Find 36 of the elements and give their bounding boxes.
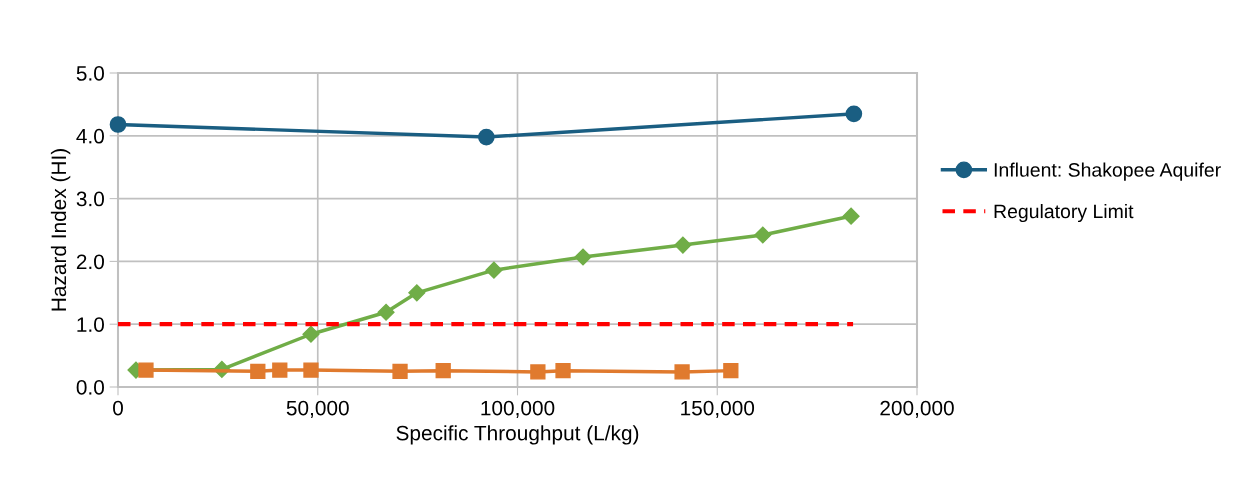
point <box>138 362 154 378</box>
x-axis-title: Specific Throughput (L/kg) <box>396 425 639 445</box>
point <box>574 248 592 266</box>
point <box>555 363 571 379</box>
y-tick-label: 3.0 <box>76 191 104 207</box>
legend-label: Influent: Shakopee Aquifer <box>994 162 1221 181</box>
point <box>842 207 860 225</box>
y-tick-label: 4.0 <box>76 128 104 144</box>
y-tick-label: 2.0 <box>76 254 104 270</box>
point <box>377 303 395 321</box>
point <box>272 362 288 378</box>
point <box>302 325 320 343</box>
point <box>408 284 426 302</box>
y-tick-label: 0.0 <box>76 380 104 395</box>
point <box>530 364 546 380</box>
point <box>845 105 863 123</box>
point <box>754 226 772 244</box>
point <box>392 363 408 379</box>
legend-label: Regulatory Limit <box>994 203 1134 223</box>
point <box>250 363 266 379</box>
point <box>109 116 127 133</box>
x-tick-label: 200,000 <box>880 400 954 418</box>
y-tick-label: 1.0 <box>77 317 104 332</box>
point <box>435 363 451 379</box>
point <box>485 261 503 279</box>
point <box>674 236 692 254</box>
x-tick-label: 150,000 <box>681 400 755 418</box>
x-tick-label: 0 <box>113 400 123 416</box>
x-tick-label: 50,000 <box>286 400 349 418</box>
y-tick-label: 5.0 <box>76 66 104 81</box>
point <box>674 364 690 380</box>
point <box>478 128 495 146</box>
x-tick-label: 100,000 <box>481 400 555 418</box>
point <box>303 362 319 378</box>
y-axis-title: Hazard Index (HI) <box>50 149 71 311</box>
point <box>723 363 739 379</box>
